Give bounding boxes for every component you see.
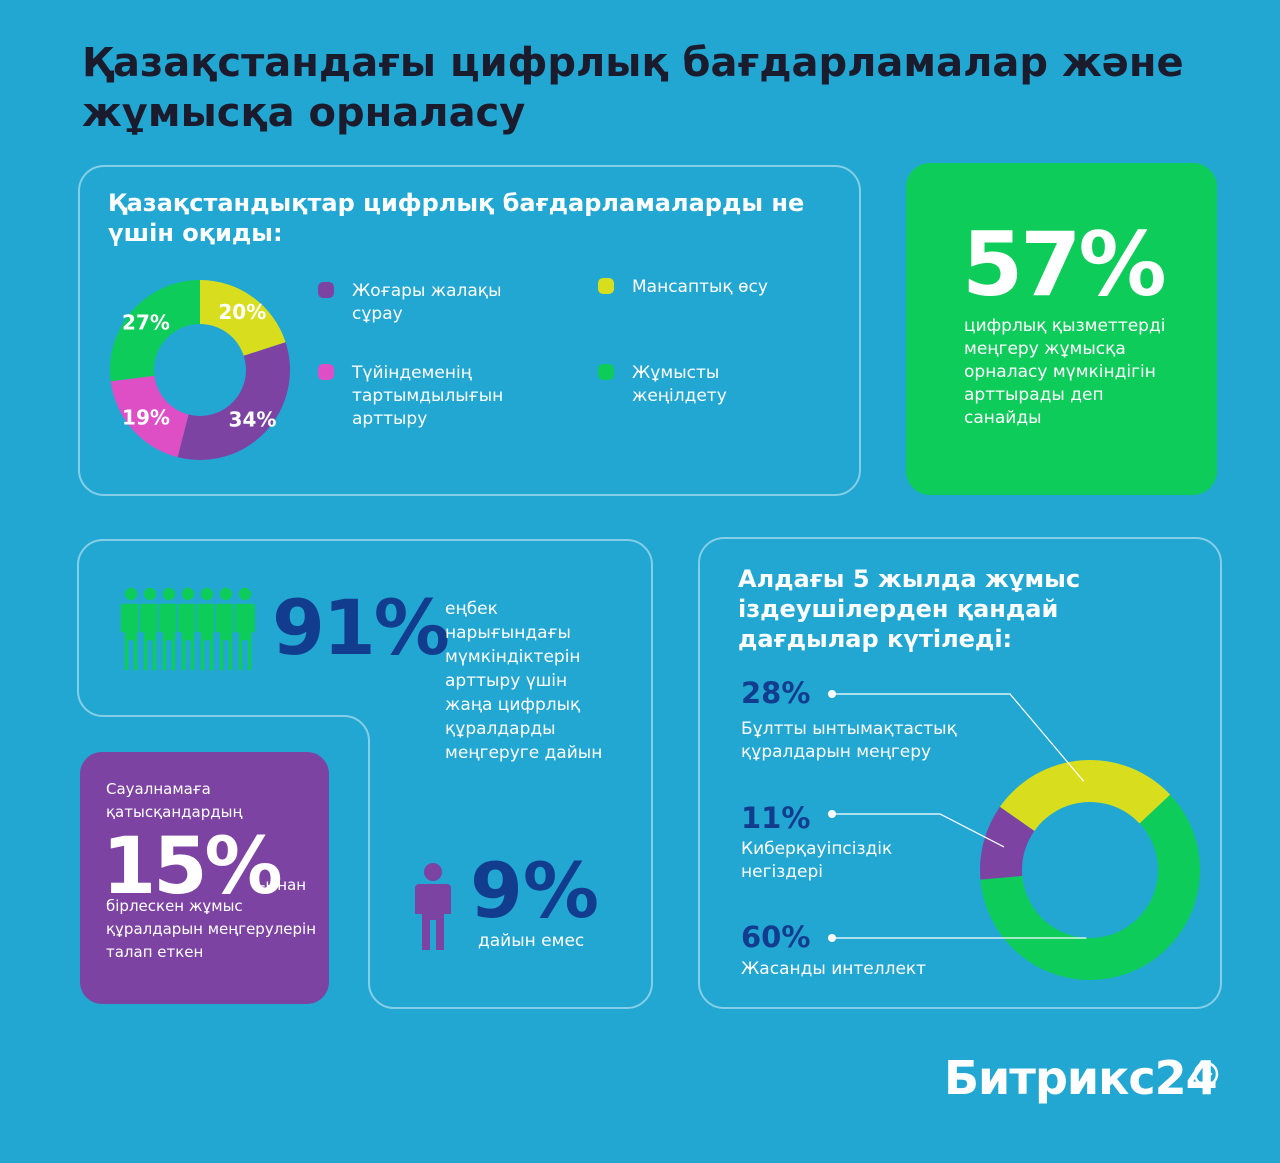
brand-logo: Битрикс24 (944, 1051, 1218, 1105)
legend-dot-pink (318, 364, 334, 380)
slice-label: 27% (122, 310, 170, 334)
person-icon (415, 863, 451, 950)
person-figure (214, 586, 238, 672)
stat-description: бірлескен жұмыс құралдарын меңгерулерін … (106, 897, 317, 961)
stat-card-57: 57% цифрлық қызметтерді меңгеру жұмысқа … (906, 163, 1217, 495)
page-title: Қазақстандағы цифрлық бағдарламалар және… (82, 40, 1184, 136)
donut-slice (110, 375, 189, 458)
person-figure (138, 586, 162, 672)
skills-panel (698, 537, 1222, 1009)
slice-label: 20% (218, 300, 266, 324)
people-group-icon (119, 586, 255, 672)
legend-dot-purple (318, 282, 334, 298)
stats-panel-outline (77, 539, 653, 1009)
stat-description-9: дайын емес (478, 931, 585, 951)
legend-item-high-salary: Жоғары жалақы сұрау (318, 280, 542, 326)
skill-pct-cyber: 11% (741, 801, 811, 835)
legend-label: Жұмысты жеңілдету (632, 363, 727, 406)
donut-slice (177, 342, 290, 460)
legend-dot-green (598, 364, 614, 380)
reasons-title: Қазақстандықтар цифрлық бағдарламаларды … (108, 189, 805, 247)
stat-description: цифрлық қызметтерді меңгеру жұмысқа орна… (964, 316, 1166, 428)
skill-pct-cloud: 28% (741, 676, 811, 710)
reasons-panel (78, 165, 861, 496)
skill-label-ai: Жасанды интеллект (741, 959, 927, 979)
legend-dot-yellow (598, 278, 614, 294)
skill-label-cyber: Киберқауіпсіздік негіздері (741, 839, 893, 882)
legend-item-career-growth: Мансаптық өсу (598, 276, 782, 299)
clock-icon (1193, 1061, 1219, 1087)
stat-card-15: Сауалнамаға қатысқандардың 15% -ынан бір… (80, 752, 329, 1004)
stat-value-91: 91% (272, 583, 450, 672)
slice-label: 34% (229, 407, 277, 431)
donut-slice (110, 280, 200, 382)
slice-label: 19% (122, 406, 170, 430)
stat-intro: Сауалнамаға қатысқандардың (106, 780, 243, 821)
stat-value: 15% (102, 822, 283, 912)
skills-title: Алдағы 5 жылда жұмыс іздеушілерден қанда… (738, 565, 1081, 653)
legend-item-resume: Түйіндеменің тартымдылығын арттыру (318, 362, 527, 431)
legend-label: Мансаптық өсу (632, 277, 768, 297)
legend-label: Жоғары жалақы сұрау (352, 281, 502, 324)
legend-item-ease-work: Жұмысты жеңілдету (598, 362, 762, 408)
skill-label-cloud: Бұлтты ынтымақтастық құралдарын меңгеру (741, 719, 957, 762)
reasons-donut-chart: 20% 34% 19% 27% (110, 280, 290, 460)
person-figure (233, 586, 255, 672)
stat-value: 57% (962, 213, 1167, 316)
stat-description-91: еңбек нарығындағы мүмкіндіктерін арттыру… (445, 599, 603, 763)
legend-label: Түйіндеменің тартымдылығын арттыру (352, 363, 504, 429)
person-figure (195, 586, 219, 672)
skill-pct-ai: 60% (741, 920, 811, 954)
stat-value-9: 9% (470, 846, 600, 935)
donut-slice (200, 280, 286, 356)
stat-suffix: -ынан (260, 876, 307, 894)
